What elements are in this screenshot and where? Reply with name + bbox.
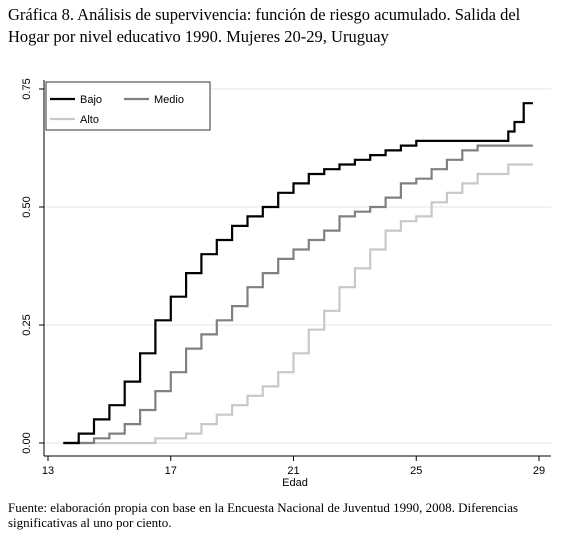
source-note: Fuente: elaboración propia con base en l… xyxy=(8,500,519,530)
legend-label-medio: Medio xyxy=(154,94,184,106)
x-tick-label-4: 29 xyxy=(533,465,545,477)
legend-label-alto: Alto xyxy=(80,114,99,126)
y-tick-label-0: 0.00 xyxy=(21,432,33,453)
legend-box xyxy=(45,81,211,131)
series-line-bajo xyxy=(63,102,533,445)
chart-area: 0.00 0.25 0.50 0.75 13 17 21 25 29 Edad Bajo Me… xyxy=(21,78,551,489)
x-tick-label-2: 21 xyxy=(287,465,299,477)
x-ticks: 13 17 21 25 29 xyxy=(42,456,545,477)
x-tick-label-0: 13 xyxy=(42,465,54,477)
y-tick-label-3: 0.75 xyxy=(21,78,33,99)
gridlines xyxy=(44,88,551,444)
x-tick-label-1: 17 xyxy=(165,465,177,477)
y-ticks: 0.00 0.25 0.50 0.75 xyxy=(21,78,44,454)
y-tick-label-1: 0.25 xyxy=(21,314,33,335)
x-axis-label: Edad xyxy=(282,477,308,489)
series-lines xyxy=(63,102,533,445)
series-line-alto xyxy=(63,163,533,445)
x-tick-label-3: 25 xyxy=(410,465,422,477)
series-line-medio xyxy=(63,144,533,445)
legend-label-bajo: Bajo xyxy=(80,94,102,106)
chart-title: Gráfica 8. Análisis de supervivencia: fu… xyxy=(8,5,521,46)
y-tick-label-2: 0.50 xyxy=(21,196,33,217)
legend: Bajo Medio Alto xyxy=(45,81,211,131)
